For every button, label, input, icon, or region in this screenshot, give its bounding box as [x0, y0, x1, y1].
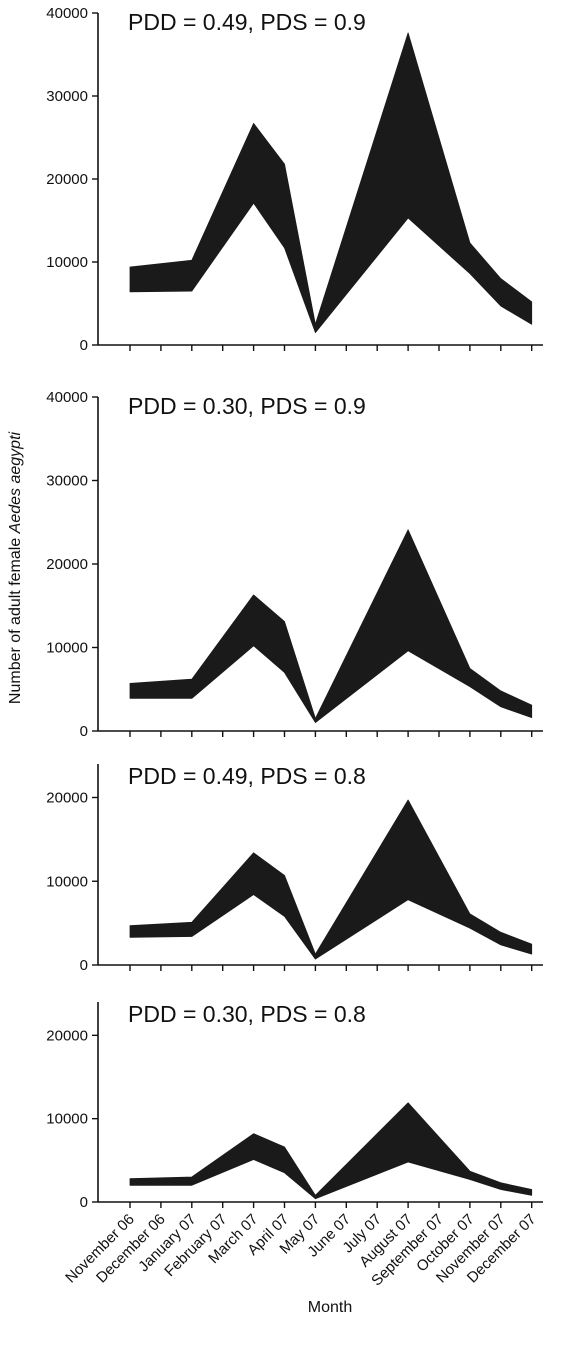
y-tick-label: 30000 [46, 473, 88, 490]
y-axis-title-plain: Number of adult female [7, 533, 24, 704]
y-tick-label: 40000 [46, 5, 88, 22]
uncertainty-band [129, 32, 533, 334]
y-tick-label: 40000 [46, 389, 88, 406]
y-tick-label: 0 [80, 337, 88, 354]
y-tick-label: 0 [80, 957, 88, 974]
y-tick-label: 10000 [46, 1111, 88, 1128]
uncertainty-band [129, 799, 533, 960]
uncertainty-band [129, 1102, 533, 1200]
panel-title: PDD = 0.30, PDS = 0.9 [128, 393, 366, 419]
panel-4: 0 10000 20000 PDD = 0.30, PDS = 0.8 [46, 1001, 543, 1211]
y-tick-label: 10000 [46, 640, 88, 657]
panel-title: PDD = 0.49, PDS = 0.9 [128, 9, 366, 35]
y-axis-title: Number of adult female Aedes aegypti [7, 431, 24, 704]
y-tick-label: 30000 [46, 88, 88, 105]
y-tick-label: 0 [80, 1194, 88, 1211]
panel-2: 0 10000 20000 30000 40000 PDD = 0.30, PDS = 0… [46, 389, 543, 740]
y-tick-label: 20000 [46, 556, 88, 573]
y-tick-label: 20000 [46, 1027, 88, 1044]
panels: 0 10000 20000 30000 40000 PDD = 0.49, PDS = 0… [46, 5, 543, 1211]
y-tick-label: 10000 [46, 254, 88, 271]
y-tick-label: 10000 [46, 873, 88, 890]
y-tick-label: 20000 [46, 171, 88, 188]
y-tick-label: 0 [80, 723, 88, 740]
panel-1: 0 10000 20000 30000 40000 PDD = 0.49, PDS = 0… [46, 5, 543, 354]
panel-title: PDD = 0.30, PDS = 0.8 [128, 1001, 366, 1027]
x-axis-title: Month [308, 1299, 352, 1316]
y-axis-title-italic: Aedes aegypti [7, 431, 24, 534]
y-tick-label: 20000 [46, 790, 88, 807]
uncertainty-band [129, 529, 533, 723]
panel-title: PDD = 0.49, PDS = 0.8 [128, 763, 366, 789]
panel-3: 0 10000 20000 PDD = 0.49, PDS = 0.8 [46, 763, 543, 974]
